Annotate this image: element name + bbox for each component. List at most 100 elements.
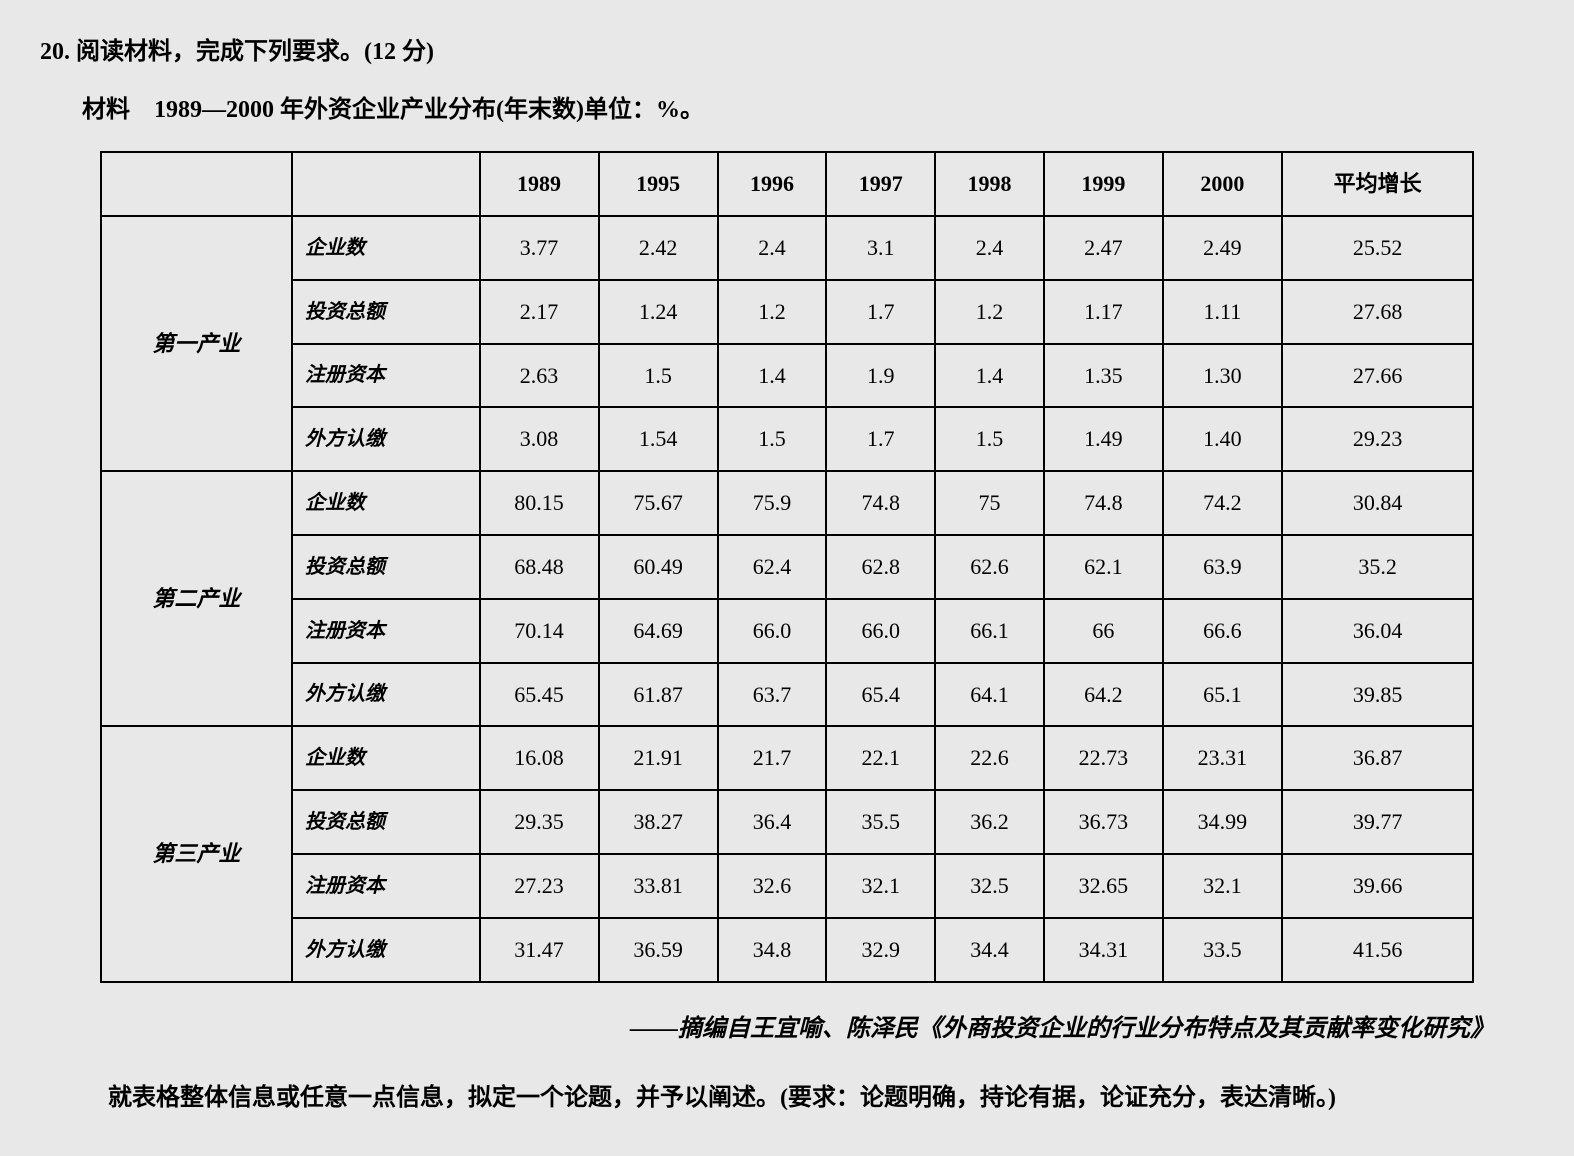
- value-cell: 22.73: [1044, 726, 1163, 790]
- avg-cell: 36.87: [1282, 726, 1473, 790]
- avg-cell: 27.66: [1282, 344, 1473, 408]
- value-cell: 16.08: [480, 726, 599, 790]
- value-cell: 1.54: [599, 407, 718, 471]
- table-row: 注册资本2.631.51.41.91.41.351.3027.66: [101, 344, 1473, 408]
- industry-group-cell: 第二产业: [101, 471, 292, 726]
- value-cell: 75.67: [599, 471, 718, 535]
- instruction: 就表格整体信息或任意一点信息，拟定一个论题，并予以阐述。(要求：论题明确，持论有…: [60, 1072, 1514, 1125]
- value-cell: 62.4: [718, 535, 827, 599]
- table-row: 注册资本70.1464.6966.066.066.16666.636.04: [101, 599, 1473, 663]
- value-cell: 3.08: [480, 407, 599, 471]
- value-cell: 64.1: [935, 663, 1044, 727]
- table-row: 第二产业企业数80.1575.6775.974.87574.874.230.84: [101, 471, 1473, 535]
- value-cell: 80.15: [480, 471, 599, 535]
- value-cell: 1.30: [1163, 344, 1282, 408]
- value-cell: 21.91: [599, 726, 718, 790]
- value-cell: 33.5: [1163, 918, 1282, 982]
- value-cell: 36.2: [935, 790, 1044, 854]
- value-cell: 1.4: [935, 344, 1044, 408]
- value-cell: 1.17: [1044, 280, 1163, 344]
- value-cell: 74.8: [1044, 471, 1163, 535]
- avg-cell: 25.52: [1282, 216, 1473, 280]
- question-number: 20.: [40, 39, 70, 65]
- blank-header-1: [101, 152, 292, 216]
- value-cell: 64.2: [1044, 663, 1163, 727]
- value-cell: 63.7: [718, 663, 827, 727]
- value-cell: 75.9: [718, 471, 827, 535]
- year-header: 2000: [1163, 152, 1282, 216]
- metric-cell: 外方认缴: [292, 663, 479, 727]
- value-cell: 62.8: [826, 535, 935, 599]
- value-cell: 1.5: [935, 407, 1044, 471]
- value-cell: 1.5: [718, 407, 827, 471]
- year-header: 1999: [1044, 152, 1163, 216]
- year-header: 1996: [718, 152, 827, 216]
- value-cell: 61.87: [599, 663, 718, 727]
- value-cell: 66: [1044, 599, 1163, 663]
- metric-cell: 投资总额: [292, 280, 479, 344]
- value-cell: 2.4: [718, 216, 827, 280]
- industry-group-cell: 第三产业: [101, 726, 292, 981]
- value-cell: 36.4: [718, 790, 827, 854]
- year-header: 1995: [599, 152, 718, 216]
- value-cell: 1.40: [1163, 407, 1282, 471]
- value-cell: 32.9: [826, 918, 935, 982]
- value-cell: 74.2: [1163, 471, 1282, 535]
- table-row: 外方认缴3.081.541.51.71.51.491.4029.23: [101, 407, 1473, 471]
- value-cell: 36.59: [599, 918, 718, 982]
- table-header-row: 1989 1995 1996 1997 1998 1999 2000 平均增长: [101, 152, 1473, 216]
- value-cell: 1.5: [599, 344, 718, 408]
- value-cell: 1.7: [826, 407, 935, 471]
- value-cell: 32.65: [1044, 854, 1163, 918]
- table-row: 投资总额68.4860.4962.462.862.662.163.935.2: [101, 535, 1473, 599]
- value-cell: 65.45: [480, 663, 599, 727]
- value-cell: 65.1: [1163, 663, 1282, 727]
- value-cell: 1.7: [826, 280, 935, 344]
- value-cell: 1.35: [1044, 344, 1163, 408]
- value-cell: 63.9: [1163, 535, 1282, 599]
- value-cell: 29.35: [480, 790, 599, 854]
- table-row: 外方认缴31.4736.5934.832.934.434.3133.541.56: [101, 918, 1473, 982]
- value-cell: 22.1: [826, 726, 935, 790]
- metric-cell: 外方认缴: [292, 918, 479, 982]
- material-line: 材料 1989—2000 年外资企业产业分布(年末数)单位：%。: [82, 88, 1534, 134]
- value-cell: 2.47: [1044, 216, 1163, 280]
- avg-cell: 39.66: [1282, 854, 1473, 918]
- value-cell: 22.6: [935, 726, 1044, 790]
- value-cell: 66.0: [718, 599, 827, 663]
- avg-cell: 36.04: [1282, 599, 1473, 663]
- value-cell: 1.4: [718, 344, 827, 408]
- metric-cell: 外方认缴: [292, 407, 479, 471]
- metric-cell: 注册资本: [292, 599, 479, 663]
- table-row: 投资总额2.171.241.21.71.21.171.1127.68: [101, 280, 1473, 344]
- metric-cell: 投资总额: [292, 535, 479, 599]
- value-cell: 75: [935, 471, 1044, 535]
- table-row: 投资总额29.3538.2736.435.536.236.7334.9939.7…: [101, 790, 1473, 854]
- material-label: 材料: [82, 97, 130, 123]
- table-row: 第三产业企业数16.0821.9121.722.122.622.7323.313…: [101, 726, 1473, 790]
- metric-cell: 注册资本: [292, 854, 479, 918]
- question-title: 阅读材料，完成下列要求。(12 分): [76, 39, 434, 65]
- value-cell: 68.48: [480, 535, 599, 599]
- value-cell: 60.49: [599, 535, 718, 599]
- table-row: 第一产业企业数3.772.422.43.12.42.472.4925.52: [101, 216, 1473, 280]
- value-cell: 34.4: [935, 918, 1044, 982]
- value-cell: 1.24: [599, 280, 718, 344]
- value-cell: 74.8: [826, 471, 935, 535]
- value-cell: 2.4: [935, 216, 1044, 280]
- value-cell: 34.99: [1163, 790, 1282, 854]
- value-cell: 32.6: [718, 854, 827, 918]
- value-cell: 27.23: [480, 854, 599, 918]
- year-header: 1998: [935, 152, 1044, 216]
- value-cell: 34.8: [718, 918, 827, 982]
- metric-cell: 注册资本: [292, 344, 479, 408]
- year-header: 1997: [826, 152, 935, 216]
- data-table: 1989 1995 1996 1997 1998 1999 2000 平均增长 …: [100, 151, 1474, 982]
- value-cell: 1.49: [1044, 407, 1163, 471]
- avg-cell: 27.68: [1282, 280, 1473, 344]
- value-cell: 3.77: [480, 216, 599, 280]
- value-cell: 1.11: [1163, 280, 1282, 344]
- value-cell: 33.81: [599, 854, 718, 918]
- value-cell: 2.17: [480, 280, 599, 344]
- metric-cell: 企业数: [292, 471, 479, 535]
